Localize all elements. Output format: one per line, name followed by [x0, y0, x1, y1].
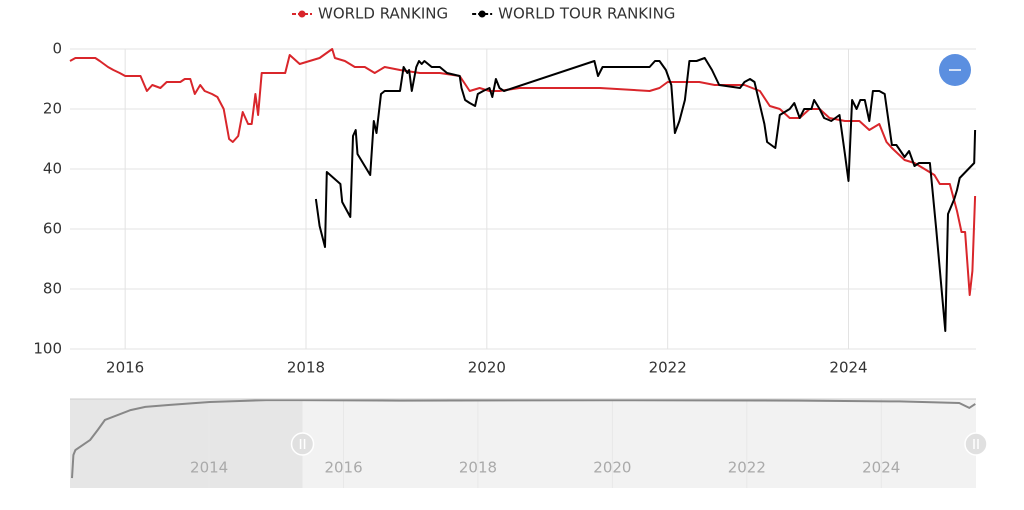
- legend-item[interactable]: WORLD TOUR RANKING: [472, 5, 675, 23]
- y-tick-label: 80: [43, 280, 62, 298]
- navigator-tick-label: 2024: [862, 459, 900, 477]
- navigator-handle[interactable]: [964, 432, 988, 456]
- x-tick-label: 2020: [468, 359, 506, 377]
- grid: 0 20 40 60 80 100 2016 2018 2020 2022 2024: [33, 40, 976, 377]
- legend-marker: [298, 10, 306, 18]
- series-line: [314, 57, 977, 332]
- y-tick-label: 20: [43, 100, 62, 118]
- legend-item[interactable]: WORLD RANKING: [292, 5, 448, 23]
- navigator-tick-label: 2020: [593, 459, 631, 477]
- navigator-tick-label: 2014: [190, 459, 228, 477]
- navigator-handle[interactable]: [290, 432, 315, 456]
- navigator[interactable]: 2014 2016 2018 2020 2022 2024: [70, 398, 988, 488]
- legend-label: WORLD RANKING: [318, 5, 448, 23]
- series-line: [69, 48, 977, 296]
- x-tick-label: 2018: [287, 359, 325, 377]
- navigator-outside-left: [70, 399, 303, 488]
- navigator-line: [71, 398, 976, 479]
- handle-circle[interactable]: [964, 432, 988, 456]
- navigator-tick-label: 2022: [728, 459, 766, 477]
- x-tick-label: 2022: [649, 359, 687, 377]
- handle-circle[interactable]: [290, 432, 315, 456]
- legend[interactable]: WORLD RANKING WORLD TOUR RANKING: [292, 5, 675, 23]
- zoom-out-button[interactable]: [939, 54, 971, 86]
- x-tick-label: 2024: [829, 359, 867, 377]
- y-tick-label: 40: [43, 160, 62, 178]
- y-tick-label: 60: [43, 220, 62, 238]
- y-tick-label: 0: [52, 40, 62, 58]
- navigator-tick-label: 2018: [459, 459, 497, 477]
- plot: [69, 48, 977, 332]
- legend-label: WORLD TOUR RANKING: [498, 5, 675, 23]
- navigator-tick-label: 2016: [324, 459, 362, 477]
- legend-marker: [478, 10, 486, 18]
- x-tick-label: 2016: [106, 359, 144, 377]
- y-tick-label: 100: [33, 340, 62, 358]
